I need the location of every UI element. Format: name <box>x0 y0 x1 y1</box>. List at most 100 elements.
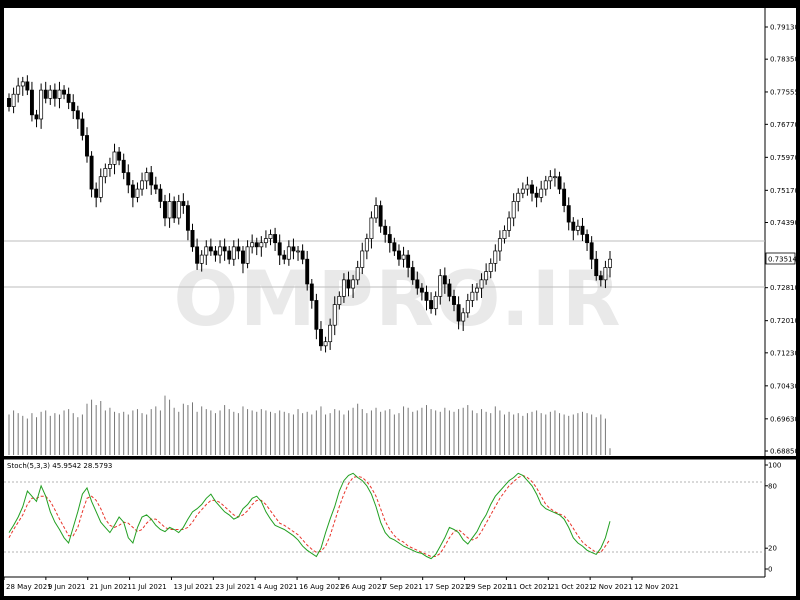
date-tick-label: 28 May 2021 <box>6 583 52 591</box>
candle-bullish <box>484 271 489 281</box>
date-tick-label: 9 Jun 2021 <box>48 583 86 591</box>
candle-bullish <box>552 176 557 179</box>
candle-bullish <box>323 341 328 347</box>
candle-bearish <box>300 250 305 260</box>
candle-bearish <box>241 250 245 264</box>
candle-bullish <box>140 180 144 190</box>
candle-bearish <box>447 283 452 297</box>
candle-bearish <box>121 159 126 173</box>
candle-bullish <box>497 238 502 252</box>
date-axis-bg <box>4 577 796 596</box>
candle-bullish <box>167 201 172 219</box>
candle-bullish <box>548 176 553 182</box>
candle-bullish <box>461 312 466 322</box>
candle-bearish <box>277 242 282 256</box>
candle-bearish <box>378 205 383 227</box>
date-tick-label: 21 Jun 2021 <box>90 583 132 591</box>
candle-bearish <box>149 172 154 186</box>
current-price-badge <box>765 252 796 265</box>
candle-bullish <box>603 267 608 281</box>
volume-bars <box>8 395 611 455</box>
candle-bearish <box>29 89 34 116</box>
candle-bullish <box>341 279 346 297</box>
price-tick-label: 0.75170 <box>770 187 799 195</box>
stoch-tick-label: 20 <box>768 545 777 553</box>
candle-bullish <box>360 250 365 268</box>
candle-bullish <box>575 225 580 231</box>
candle-bearish <box>397 250 401 260</box>
candle-bearish <box>190 229 195 248</box>
candle-bullish <box>11 93 16 107</box>
candle-bearish <box>557 176 562 190</box>
candle-bearish <box>387 234 392 244</box>
candle-bearish <box>222 246 227 252</box>
candle-bearish <box>346 279 351 289</box>
date-tick-label: 17 Sep 2021 <box>425 583 469 591</box>
candle-bullish <box>369 217 374 239</box>
date-tick-label: 26 Aug 2021 <box>341 583 386 591</box>
candle-bullish <box>364 238 369 252</box>
price-axis-ticks: 0.79130 0.78350 0.77555 0.76770 0.75970 0.751… <box>765 24 799 456</box>
candle-bullish <box>337 295 342 305</box>
candle-bearish <box>213 250 218 256</box>
candle-bullish <box>263 238 268 244</box>
candle-bearish <box>172 201 177 219</box>
candle-bullish <box>374 205 378 219</box>
candle-bullish <box>98 176 103 198</box>
date-tick-label: 21 Oct 2021 <box>550 583 593 591</box>
candle-bearish <box>456 304 461 322</box>
date-tick-label: 12 Nov 2021 <box>634 583 679 591</box>
candle-bearish <box>314 300 319 330</box>
price-tick-label: 0.72010 <box>770 317 799 325</box>
price-tick-label: 0.77555 <box>770 88 799 96</box>
candle-bullish <box>296 250 300 253</box>
candle-bearish <box>43 89 48 99</box>
current-price-label: 0.73514 <box>768 256 797 264</box>
candle-bullish <box>176 201 181 219</box>
candle-bullish <box>39 89 44 120</box>
price-tick-label: 0.76770 <box>770 121 799 129</box>
candle-bearish <box>153 184 158 190</box>
candle-bearish <box>452 295 456 305</box>
candle-bullish <box>539 188 544 198</box>
candle-bearish <box>34 114 39 120</box>
stoch-main-line <box>8 472 611 560</box>
candlestick-series <box>7 75 612 353</box>
candle-bearish <box>130 184 135 198</box>
candle-bullish <box>328 324 333 343</box>
price-tick-label: 0.71230 <box>770 349 799 357</box>
candle-bearish <box>94 188 99 198</box>
candle-bearish <box>195 246 200 264</box>
candle-bearish <box>392 242 397 252</box>
date-tick-label: 23 Jul 2021 <box>215 583 255 591</box>
candle-bullish <box>493 250 498 264</box>
price-tick-label: 0.70430 <box>770 382 799 390</box>
candle-bullish <box>16 85 21 95</box>
candle-bearish <box>185 205 190 231</box>
watermark-text: OMPRO.IR <box>173 254 622 343</box>
candle-bullish <box>332 304 337 326</box>
candle-bullish <box>268 234 273 239</box>
candle-bearish <box>589 242 594 260</box>
candle-bearish <box>585 234 590 244</box>
date-tick-label: 29 Sep 2021 <box>467 583 511 591</box>
candle-bearish <box>117 151 122 161</box>
candle-bullish <box>103 168 108 178</box>
candle-bearish <box>406 254 411 268</box>
candle-bearish <box>66 93 71 103</box>
candle-bearish <box>62 89 67 95</box>
candle-bearish <box>158 188 163 202</box>
price-tick-label: 0.79130 <box>770 24 799 32</box>
date-tick-label: 11 Oct 2021 <box>508 583 551 591</box>
candle-bullish <box>204 246 209 256</box>
candle-bullish <box>355 267 360 281</box>
candle-bearish <box>594 258 599 277</box>
candle-bearish <box>571 221 576 231</box>
candle-bearish <box>562 188 567 206</box>
candle-bearish <box>208 246 213 252</box>
stoch-tick-label: 80 <box>768 482 777 490</box>
candle-bearish <box>429 300 434 310</box>
candle-bearish <box>598 275 603 281</box>
candle-bullish <box>608 258 612 268</box>
